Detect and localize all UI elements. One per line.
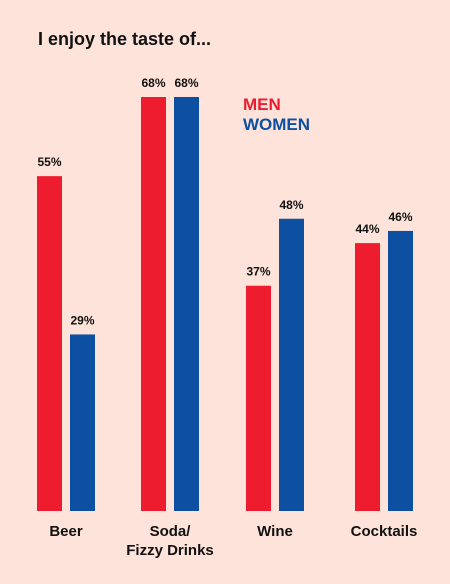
category-label-2: Wine xyxy=(257,523,293,540)
legend-entry-men: MEN xyxy=(243,95,281,114)
value-label-women-0: 29% xyxy=(70,313,94,327)
legend: MEN WOMEN xyxy=(243,95,310,135)
chart-title: I enjoy the taste of... xyxy=(38,29,212,49)
value-label-men-2: 37% xyxy=(246,265,270,279)
value-label-women-2: 48% xyxy=(279,198,303,212)
bar-men-2 xyxy=(246,285,271,511)
bar-women-0 xyxy=(70,334,95,511)
value-label-women-3: 46% xyxy=(388,210,412,224)
value-label-men-1: 68% xyxy=(141,76,165,90)
bar-men-1 xyxy=(141,97,166,511)
legend-entry-women: WOMEN xyxy=(243,115,311,134)
bar-men-0 xyxy=(37,176,62,511)
bar-women-1 xyxy=(174,97,199,511)
value-label-men-0: 55% xyxy=(37,155,61,169)
bar-women-2 xyxy=(279,218,304,511)
bar-women-3 xyxy=(388,230,413,512)
value-label-women-1: 68% xyxy=(174,76,198,90)
bar-men-3 xyxy=(355,243,380,511)
category-label-3: Cocktails xyxy=(351,523,418,540)
category-label-0: Beer xyxy=(49,523,83,540)
value-label-men-3: 44% xyxy=(355,222,379,236)
category-label-1: Soda/Fizzy Drinks xyxy=(126,523,214,559)
